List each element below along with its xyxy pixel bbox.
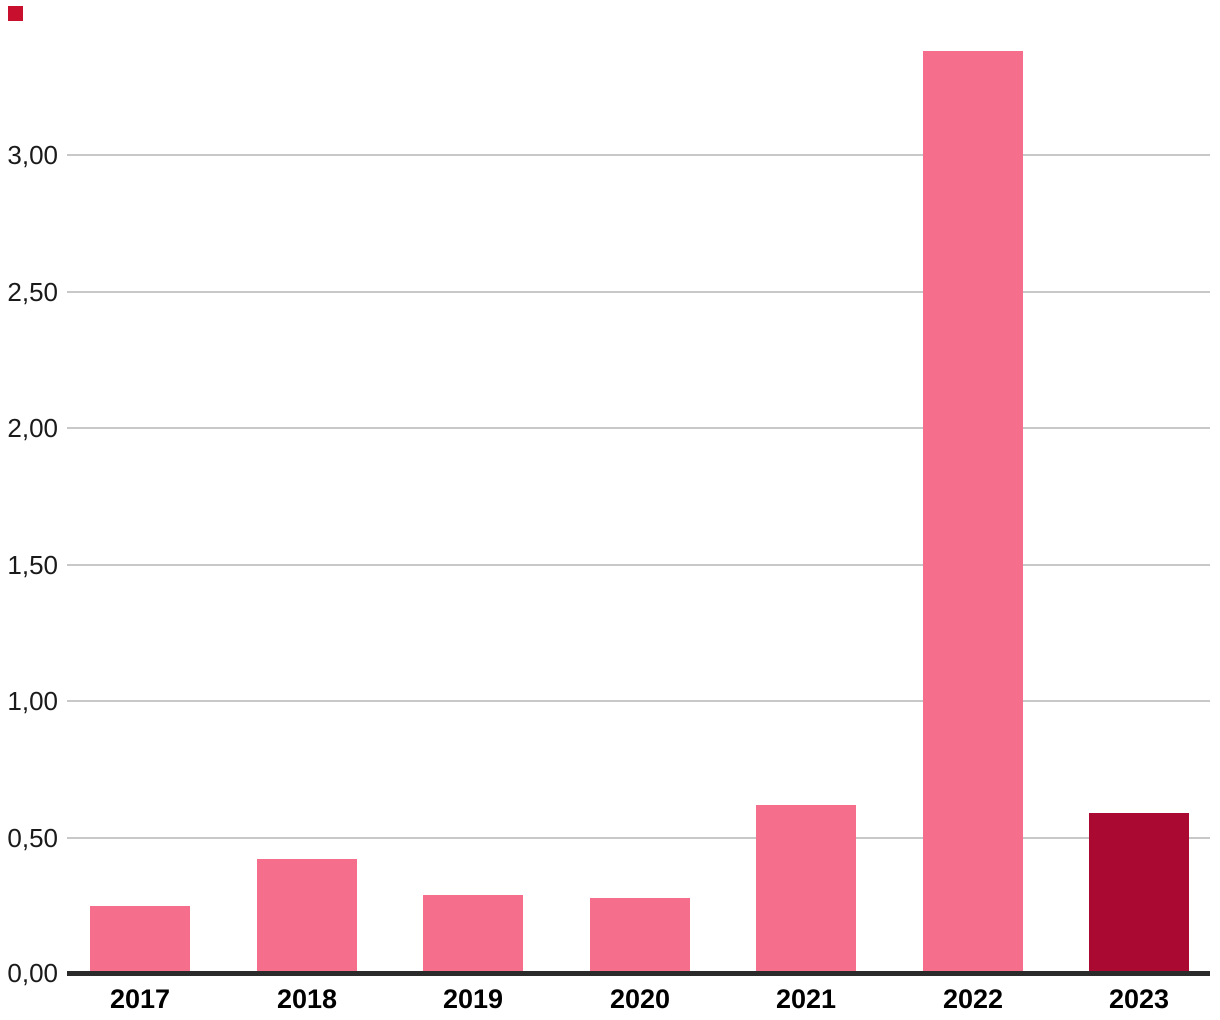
bar-2023 bbox=[1089, 813, 1189, 971]
y-axis-tick-label: 1,50 bbox=[7, 550, 58, 580]
gridline-2,50 bbox=[67, 291, 1210, 293]
gridline-1,50 bbox=[67, 564, 1210, 566]
x-axis-tick-label-2018: 2018 bbox=[276, 984, 338, 1014]
y-axis-tick-label: 2,00 bbox=[7, 413, 58, 443]
gridline-2,00 bbox=[67, 427, 1210, 429]
gridline-3,00 bbox=[67, 154, 1210, 156]
y-axis-tick-label: 1,00 bbox=[7, 686, 58, 716]
x-axis-line bbox=[67, 971, 1210, 976]
y-axis-tick-label: 0,00 bbox=[7, 958, 58, 988]
gridline-1,00 bbox=[67, 700, 1210, 702]
y-axis-tick-label: 0,50 bbox=[7, 823, 58, 853]
x-axis-tick-label-2023: 2023 bbox=[1108, 984, 1170, 1014]
bar-2019 bbox=[423, 895, 523, 971]
y-axis-tick-label: 2,50 bbox=[7, 277, 58, 307]
x-axis-tick-label-2019: 2019 bbox=[442, 984, 504, 1014]
x-axis-tick-label-2021: 2021 bbox=[775, 984, 837, 1014]
bar-2017 bbox=[90, 906, 190, 971]
bar-2022 bbox=[923, 51, 1023, 971]
x-axis-tick-label-2022: 2022 bbox=[942, 984, 1004, 1014]
y-axis-tick-label: 3,00 bbox=[7, 140, 58, 170]
bar-2021 bbox=[756, 805, 856, 971]
bar-2018 bbox=[257, 859, 357, 971]
bar-2020 bbox=[590, 898, 690, 971]
x-axis-tick-label-2017: 2017 bbox=[109, 984, 171, 1014]
gridline-0,50 bbox=[67, 837, 1210, 839]
x-axis-tick-label-2020: 2020 bbox=[609, 984, 671, 1014]
corner-marker bbox=[8, 6, 23, 21]
